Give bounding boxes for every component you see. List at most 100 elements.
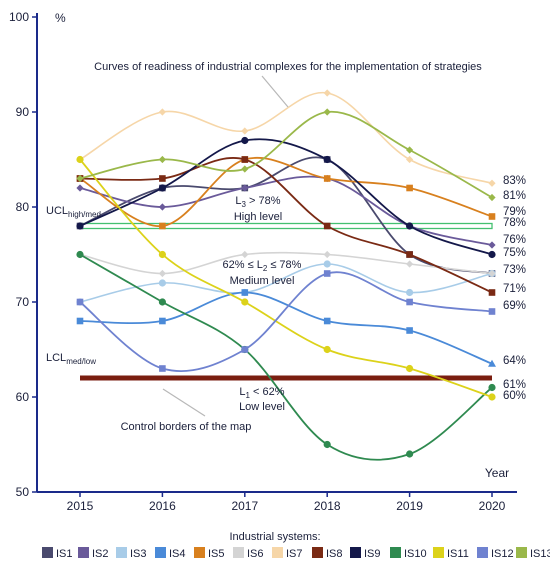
legend-swatch-is8	[312, 547, 323, 558]
series-line-is7	[79, 91, 493, 185]
point-is2-2017	[241, 184, 249, 192]
y-unit-label: %	[55, 11, 66, 25]
end-label-78: 78%	[503, 217, 526, 229]
point-is13-2018	[323, 108, 331, 116]
y-tick-label: 80	[16, 200, 30, 214]
legend-label-is9: IS9	[364, 548, 381, 560]
point-is12-2019	[406, 298, 413, 306]
point-is10-2016	[158, 298, 166, 306]
series-line-is13	[79, 111, 493, 199]
legend-swatch-is7	[272, 547, 283, 558]
point-is11-2018	[323, 345, 331, 354]
zone-low-level: Low level	[239, 401, 285, 413]
legend-label-is5: IS5	[208, 548, 225, 560]
point-is11-2019	[406, 364, 414, 373]
legend-label-is10: IS10	[404, 548, 427, 560]
point-is5-2018	[323, 175, 331, 182]
legend-swatch-is9	[350, 547, 361, 558]
zone-medium-range: 62% ≤ L2 ≤ 78%	[223, 259, 302, 273]
y-tick-label: 100	[9, 10, 29, 24]
point-is6-2019	[406, 260, 414, 268]
point-is13-2017	[241, 165, 249, 173]
point-is13-2016	[158, 155, 166, 164]
point-is4-2017	[241, 289, 249, 296]
point-is8-2018	[323, 222, 331, 230]
x-tick-label: 2019	[396, 499, 423, 513]
borders-annotation: Control borders of the map	[121, 421, 252, 433]
point-is10-2020	[488, 383, 496, 392]
series-line-is3	[79, 263, 493, 303]
legend-label-is8: IS8	[326, 548, 343, 560]
point-is7-2016	[158, 108, 166, 116]
curves-annotation: Curves of readiness of industrial comple…	[94, 61, 482, 73]
point-is3-2018	[323, 260, 331, 268]
series-line-is1	[79, 156, 493, 275]
legend-label-is4: IS4	[169, 548, 186, 560]
end-label-81: 81%	[503, 190, 526, 202]
legend-label-is13: IS13	[530, 548, 550, 560]
point-is6-2018	[323, 250, 331, 259]
point-is7-2017	[241, 127, 249, 135]
point-is8-2016	[159, 175, 166, 182]
series-line-is11	[79, 158, 493, 398]
point-is12-2015	[76, 298, 84, 306]
legend-label-is12: IS12	[491, 548, 514, 560]
y-tick-label: 50	[16, 485, 30, 499]
point-is2-2016	[158, 203, 166, 211]
point-is6-2017	[241, 250, 249, 259]
series-line-is12	[79, 271, 493, 372]
point-is13-2015	[76, 174, 84, 183]
point-is6-2016	[158, 269, 166, 278]
point-is13-2019	[406, 146, 414, 154]
legend-label-is6: IS6	[247, 548, 264, 560]
point-is12-2018	[323, 270, 331, 277]
point-is4-2016	[159, 317, 166, 325]
point-is2-2015	[76, 184, 84, 192]
point-is13-2020	[488, 193, 496, 202]
point-is7-2018	[323, 89, 331, 97]
legend-label-is11: IS11	[447, 548, 469, 560]
point-is5-2016	[159, 222, 166, 230]
legend-swatch-is11	[433, 547, 444, 558]
end-label-79: 79%	[503, 206, 526, 218]
point-is5-2020	[488, 213, 496, 220]
x-tick-label: 2018	[314, 499, 341, 513]
legend-swatch-is10	[390, 547, 401, 558]
x-tick-label: 2017	[231, 499, 258, 513]
series-line-is6	[79, 251, 493, 275]
curves-leader-line	[261, 75, 289, 108]
point-is9-2016	[158, 184, 166, 192]
end-label-83: 83%	[503, 175, 526, 187]
point-is5-2019	[406, 184, 413, 192]
lcl-border-line	[80, 375, 492, 381]
point-is11-2017	[241, 298, 249, 306]
series-line-is2	[79, 175, 493, 246]
point-is8-2017	[241, 156, 249, 163]
legend-label-is1: IS1	[56, 548, 73, 560]
point-is9-2020	[488, 250, 496, 259]
y-tick-label: 70	[16, 295, 30, 309]
x-tick-label: 2016	[149, 499, 176, 513]
point-is12-2017	[241, 346, 249, 353]
end-label-71: 71%	[503, 283, 526, 295]
ucl-border-line	[79, 222, 493, 230]
legend-label-is2: IS2	[92, 548, 109, 560]
point-is4-2018	[323, 317, 331, 325]
zone-high-level: High level	[234, 211, 282, 223]
ucl-label: UCLhigh/med	[46, 205, 101, 219]
y-tick-label: 60	[16, 390, 30, 404]
end-label-64: 64%	[503, 355, 526, 367]
point-is10-2018	[323, 440, 331, 449]
point-is12-2020	[488, 308, 496, 315]
legend-swatch-is2	[78, 547, 89, 558]
end-label-69: 69%	[503, 300, 526, 312]
zone-low-range: L1 < 62%	[239, 386, 284, 400]
x-tick-label: 2020	[479, 499, 506, 513]
point-is3-2016	[158, 279, 166, 287]
x-axis-title: Year	[485, 466, 509, 480]
zone-high-range: L3 > 78%	[235, 195, 280, 209]
legend-label-is7: IS7	[286, 548, 303, 560]
point-is2-2020	[488, 241, 496, 249]
x-tick-label: 2015	[67, 499, 94, 513]
